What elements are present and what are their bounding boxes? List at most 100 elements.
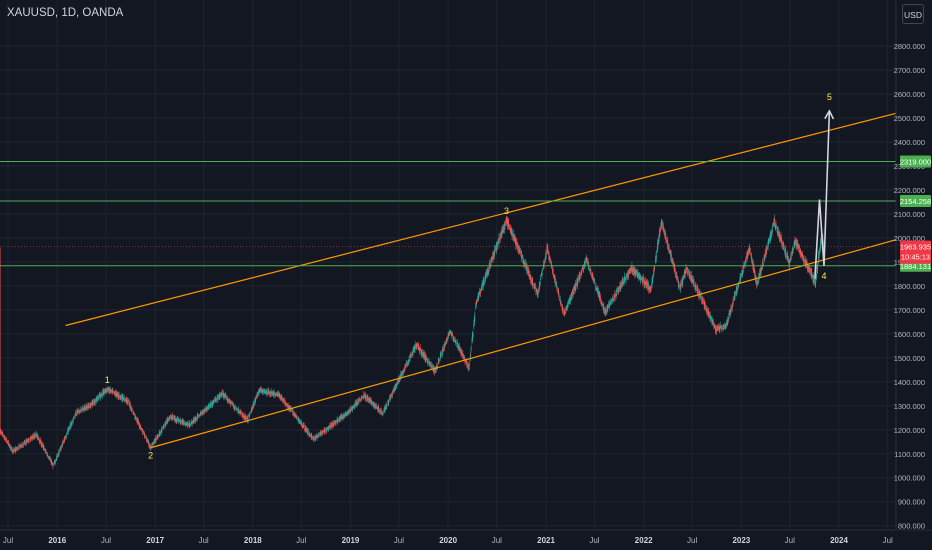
candle-body [644, 280, 646, 285]
candle-body [190, 424, 192, 425]
candle-body [275, 393, 277, 395]
level-price-tag-background [900, 155, 931, 168]
candle-body [722, 328, 724, 329]
candle-body [560, 304, 562, 305]
candle-body [151, 443, 153, 445]
candle-body [465, 361, 467, 363]
candle-body [802, 254, 804, 256]
candle-body [64, 438, 66, 439]
candle-body [481, 287, 483, 291]
candle-body [138, 421, 140, 424]
price-axis-tick-label: 800.000 [898, 522, 925, 531]
candle-body [35, 435, 37, 437]
candle-body [103, 392, 105, 394]
price-axis-tick-label: 1000.000 [894, 474, 925, 483]
candle-body [185, 424, 187, 426]
candle-body [631, 268, 633, 271]
candle-body [556, 284, 558, 286]
candle-body [159, 431, 161, 432]
candle-body [311, 437, 313, 438]
candle-body [162, 427, 164, 429]
candle-body [397, 380, 399, 382]
candle-body [169, 415, 171, 419]
candle-body [509, 228, 511, 233]
candle-body [341, 415, 343, 419]
candle-body [416, 344, 418, 347]
candle-body [96, 397, 98, 401]
candle-body [24, 442, 26, 444]
candle-body [794, 244, 796, 246]
candle-body [135, 416, 137, 419]
candle-body [350, 408, 352, 411]
candle-body [742, 270, 744, 273]
candle-body [775, 225, 777, 227]
candle-body [601, 302, 603, 304]
candle-body [789, 261, 791, 265]
candle-body [458, 346, 460, 349]
candle-body [382, 412, 384, 414]
candle-body [399, 376, 401, 378]
candle-body [174, 417, 176, 420]
candle-body [332, 423, 334, 425]
candle-body [318, 433, 320, 435]
candle-body [494, 248, 496, 250]
price-axis-tick-label: 2100.000 [894, 210, 925, 219]
candle-body [7, 441, 9, 445]
candle-body [496, 243, 498, 246]
candle-body [384, 406, 386, 411]
candle-body [768, 239, 770, 241]
candle-body [460, 349, 462, 351]
candle-body [446, 338, 448, 342]
candle-body [342, 417, 344, 419]
candle-body [391, 394, 393, 397]
candle-body [399, 377, 401, 381]
candle-body [487, 270, 489, 274]
candle-body [542, 268, 544, 270]
candle-body [764, 252, 766, 257]
candle-body [347, 412, 349, 414]
candle-body [367, 397, 369, 401]
candle-body [674, 271, 676, 275]
wave-label: 3 [504, 206, 509, 216]
candle-body [567, 304, 569, 305]
candle-body [538, 288, 540, 290]
time-axis-tick-label: Jul [687, 536, 697, 545]
candle-body [681, 279, 683, 284]
candle-body [15, 447, 17, 449]
candle-body [418, 346, 420, 349]
candle-body [167, 419, 169, 422]
candle-body [553, 274, 555, 276]
candle-body [109, 388, 111, 392]
candle-body [21, 445, 23, 447]
candle-body [127, 400, 129, 402]
candle-body [159, 432, 161, 433]
candle-body [66, 433, 68, 435]
candle-body [425, 358, 427, 359]
candle-body [257, 393, 259, 395]
candle-body [309, 435, 311, 437]
candle-body [453, 339, 455, 341]
time-axis-tick-label: 2019 [342, 536, 360, 545]
candle-body [255, 400, 257, 402]
candle-body [561, 307, 563, 310]
candle-body [494, 251, 496, 252]
currency-button[interactable]: USD [902, 4, 924, 24]
candle-body [324, 430, 326, 432]
candle-body [56, 455, 58, 458]
candle-body [676, 277, 678, 280]
price-axis-tick-label: 1700.000 [894, 306, 925, 315]
level-price-tag: 1884.131 [900, 262, 931, 271]
candle-body [331, 425, 333, 427]
candle-body [177, 419, 179, 421]
candle-body [718, 327, 720, 329]
candle-body [680, 283, 682, 287]
candle-body [217, 395, 219, 397]
candle-body [68, 428, 70, 429]
candle-body [188, 425, 190, 427]
candle-body [124, 399, 126, 401]
candle-body [467, 366, 469, 368]
candle-body [177, 420, 179, 422]
candle-body [675, 275, 677, 277]
candle-body [732, 300, 734, 302]
